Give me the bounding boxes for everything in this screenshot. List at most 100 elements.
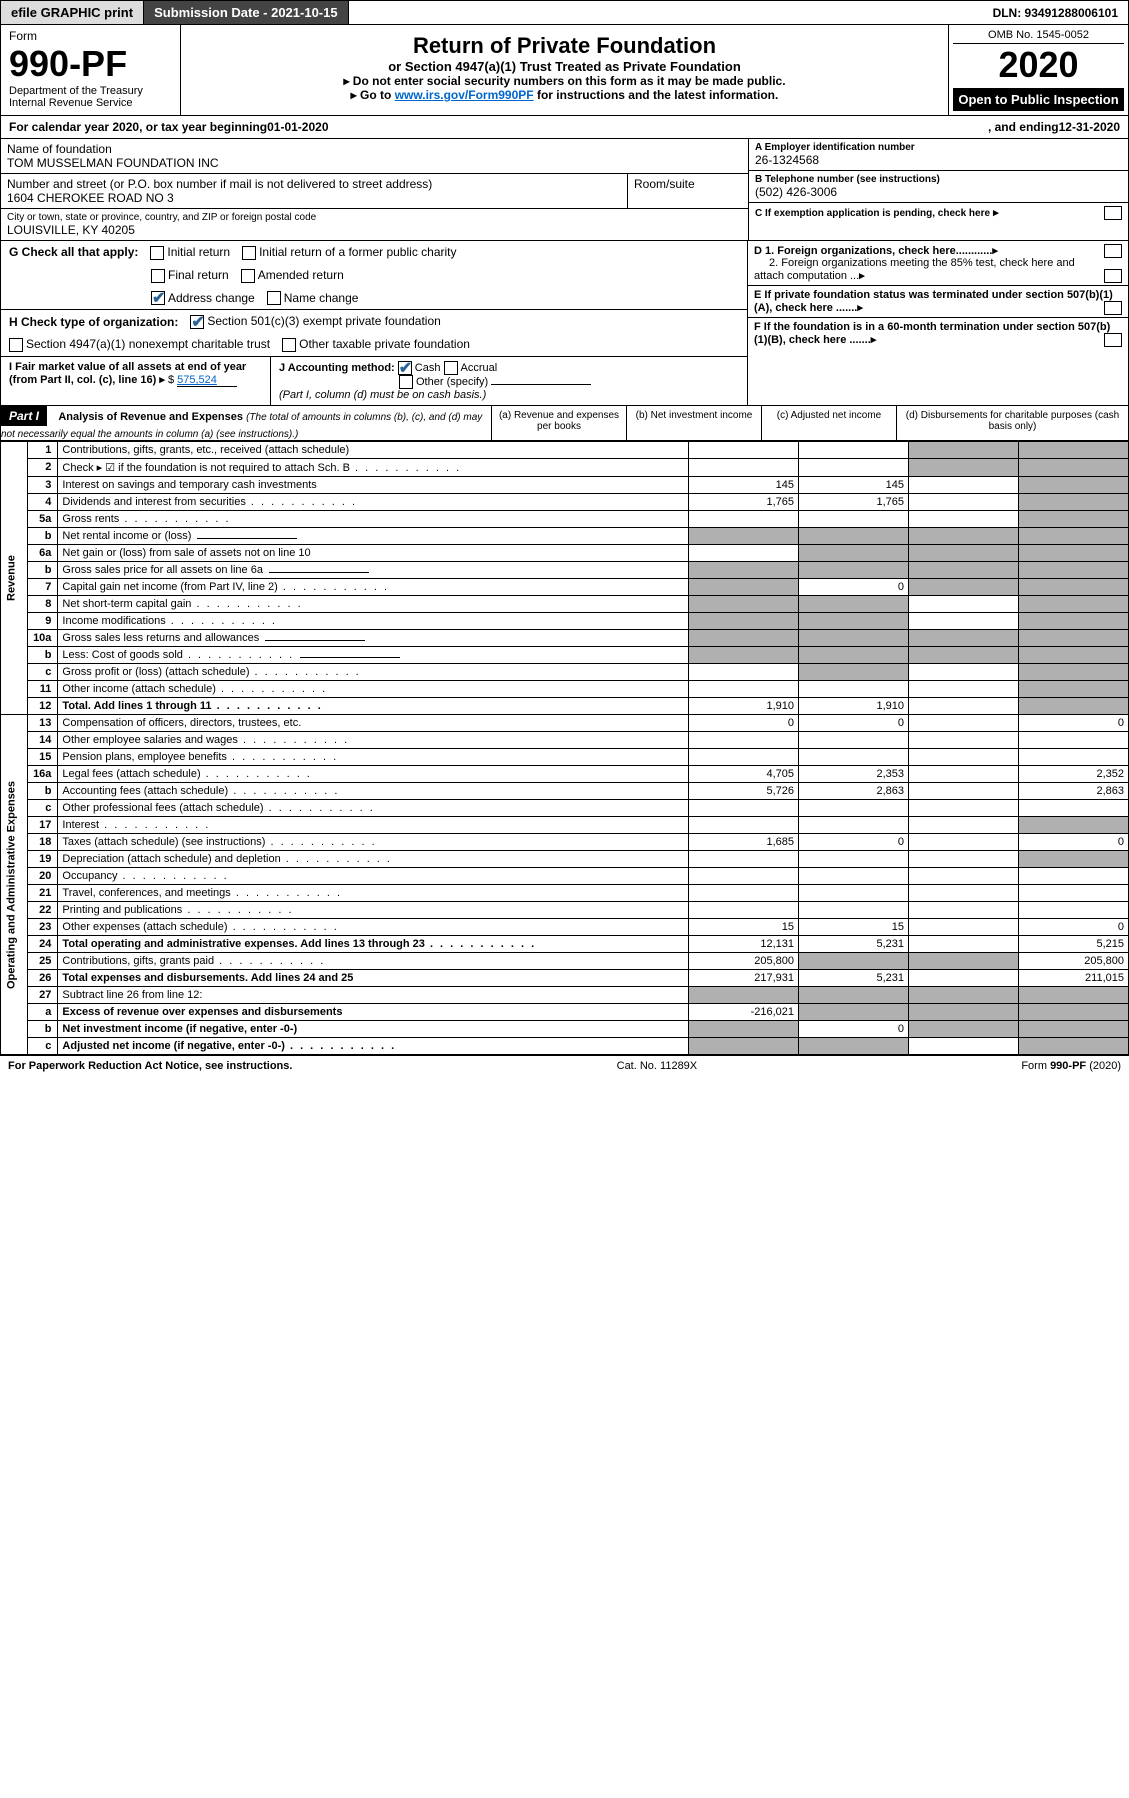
amount-cell <box>909 817 1019 834</box>
i-fmv-value[interactable]: 575,524 <box>177 374 237 387</box>
table-row: cAdjusted net income (if negative, enter… <box>1 1038 1129 1055</box>
line-description: Gross rents <box>58 511 689 528</box>
amount-cell <box>909 987 1019 1004</box>
chk-name-change[interactable] <box>267 291 281 305</box>
city-state-zip: LOUISVILLE, KY 40205 <box>7 223 742 237</box>
chk-4947a1[interactable] <box>9 338 23 352</box>
open-public-badge: Open to Public Inspection <box>953 88 1124 111</box>
f-checkbox[interactable] <box>1104 333 1122 347</box>
chk-final-return[interactable] <box>151 269 165 283</box>
line-number: 13 <box>28 715 58 732</box>
city-label: City or town, state or province, country… <box>7 212 742 223</box>
amount-cell <box>689 511 799 528</box>
amount-cell <box>909 732 1019 749</box>
amount-cell <box>799 885 909 902</box>
omb-number: OMB No. 1545-0052 <box>953 29 1124 44</box>
table-row: 5aGross rents <box>1 511 1129 528</box>
amount-cell: 2,863 <box>1019 783 1129 800</box>
form-title: Return of Private Foundation <box>189 33 940 59</box>
amount-cell <box>1019 1004 1129 1021</box>
table-row: bNet rental income or (loss) <box>1 528 1129 545</box>
c-checkbox[interactable] <box>1104 206 1122 220</box>
amount-cell <box>1019 477 1129 494</box>
table-row: 11Other income (attach schedule) <box>1 681 1129 698</box>
chk-accrual[interactable] <box>444 361 458 375</box>
line-number: 11 <box>28 681 58 698</box>
amount-cell <box>799 902 909 919</box>
amount-cell <box>1019 817 1129 834</box>
amount-cell <box>689 732 799 749</box>
tax-year: 2020 <box>953 44 1124 86</box>
table-row: 4Dividends and interest from securities1… <box>1 494 1129 511</box>
chk-other-method[interactable] <box>399 375 413 389</box>
amount-cell <box>909 630 1019 647</box>
amount-cell <box>799 545 909 562</box>
chk-amended-return[interactable] <box>241 269 255 283</box>
table-row: 24Total operating and administrative exp… <box>1 936 1129 953</box>
amount-cell: 0 <box>799 1021 909 1038</box>
amount-cell <box>1019 511 1129 528</box>
line-description: Legal fees (attach schedule) <box>58 766 689 783</box>
line-number: c <box>28 664 58 681</box>
f-label: F If the foundation is in a 60-month ter… <box>754 321 1110 346</box>
amount-cell <box>799 800 909 817</box>
d2-label: 2. Foreign organizations meeting the 85%… <box>754 257 1075 282</box>
chk-cash[interactable] <box>398 361 412 375</box>
chk-501c3[interactable] <box>190 315 204 329</box>
j-acct-label: J Accounting method: <box>279 362 395 374</box>
amount-cell: 5,215 <box>1019 936 1129 953</box>
amount-cell: 2,352 <box>1019 766 1129 783</box>
amount-cell: 2,863 <box>799 783 909 800</box>
ein-value: 26-1324568 <box>755 153 1122 167</box>
chk-other-taxable[interactable] <box>282 338 296 352</box>
table-row: 12Total. Add lines 1 through 111,9101,91… <box>1 698 1129 715</box>
e-checkbox[interactable] <box>1104 301 1122 315</box>
line-number: c <box>28 800 58 817</box>
amount-cell <box>689 749 799 766</box>
chk-initial-former[interactable] <box>242 246 256 260</box>
efile-print-btn[interactable]: efile GRAPHIC print <box>1 1 144 24</box>
table-row: 26Total expenses and disbursements. Add … <box>1 970 1129 987</box>
form990pf-link[interactable]: www.irs.gov/Form990PF <box>395 88 534 102</box>
line-number: 9 <box>28 613 58 630</box>
irs-label: Internal Revenue Service <box>9 97 172 109</box>
amount-cell <box>909 851 1019 868</box>
line-description: Pension plans, employee benefits <box>58 749 689 766</box>
amount-cell <box>909 494 1019 511</box>
d1-checkbox[interactable] <box>1104 244 1122 258</box>
amount-cell <box>909 868 1019 885</box>
phone-label: B Telephone number (see instructions) <box>755 174 1122 185</box>
chk-initial-return[interactable] <box>150 246 164 260</box>
amount-cell <box>1019 442 1129 459</box>
amount-cell <box>799 749 909 766</box>
line-number: 4 <box>28 494 58 511</box>
d2-checkbox[interactable] <box>1104 269 1122 283</box>
phone-value: (502) 426-3006 <box>755 185 1122 199</box>
amount-cell <box>799 817 909 834</box>
amount-cell <box>1019 681 1129 698</box>
amount-cell <box>1019 885 1129 902</box>
amount-cell <box>1019 749 1129 766</box>
line-description: Travel, conferences, and meetings <box>58 885 689 902</box>
line-number: c <box>28 1038 58 1055</box>
chk-address-change[interactable] <box>151 291 165 305</box>
expenses-section-label: Operating and Administrative Expenses <box>1 715 28 1055</box>
j-cash: Cash <box>415 362 441 374</box>
col-a-header: (a) Revenue and expenses per books <box>491 406 626 440</box>
amount-cell <box>909 749 1019 766</box>
amount-cell <box>689 442 799 459</box>
amount-cell: 205,800 <box>1019 953 1129 970</box>
footer-left: For Paperwork Reduction Act Notice, see … <box>8 1060 292 1072</box>
col-c-header: (c) Adjusted net income <box>761 406 896 440</box>
table-row: 7Capital gain net income (from Part IV, … <box>1 579 1129 596</box>
amount-cell: 15 <box>799 919 909 936</box>
table-row: 2Check ▸ ☑ if the foundation is not requ… <box>1 459 1129 477</box>
line-number: 5a <box>28 511 58 528</box>
part1-label: Part I <box>1 406 47 426</box>
amount-cell <box>909 953 1019 970</box>
line-description: Interest on savings and temporary cash i… <box>58 477 689 494</box>
instr-post: for instructions and the latest informat… <box>534 88 779 102</box>
amount-cell <box>799 987 909 1004</box>
line-description: Depreciation (attach schedule) and deple… <box>58 851 689 868</box>
table-row: Revenue1Contributions, gifts, grants, et… <box>1 442 1129 459</box>
